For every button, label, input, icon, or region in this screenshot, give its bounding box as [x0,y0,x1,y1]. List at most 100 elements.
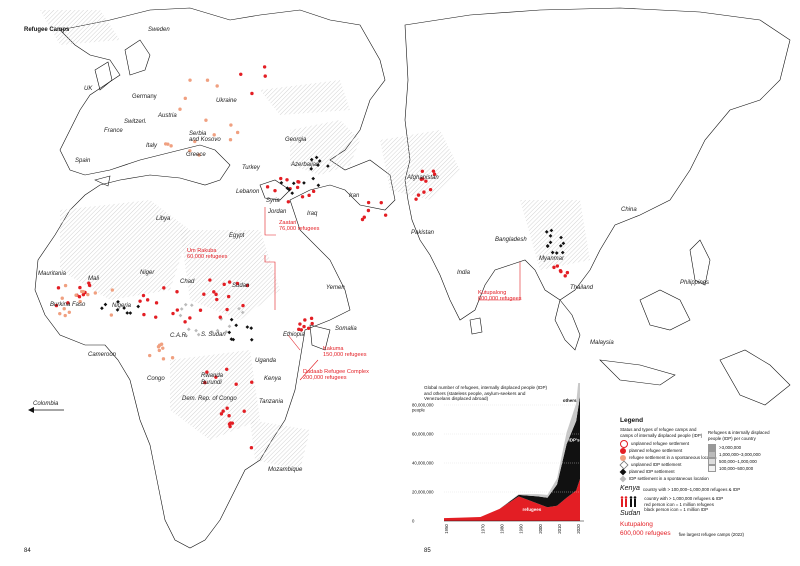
camp-marker [234,323,239,328]
label-ethiopia: Ethiopia [283,332,305,338]
label-yemen: Yemen [326,285,345,291]
label-iraq: Iraq [307,211,318,217]
legend-item-planned-idp: planned IDP settlement [619,468,744,476]
chart-title: Global number of refugees, internally di… [424,385,548,401]
camp-marker [175,290,179,294]
x-tick-label: 2020 [576,524,581,534]
label-myanmar: Myanmar [539,256,565,262]
camp-marker [115,308,120,312]
camp-marker [214,292,218,297]
camp-marker [234,382,238,386]
label-niger: Niger [140,270,155,276]
camp-marker [169,144,173,148]
camp-marker [362,215,366,219]
label-car: C.A.R. [170,333,188,339]
camp-marker [188,149,192,153]
label-lebanon: Lebanon [236,189,260,195]
legend: Legend Status and types of refugee camps… [619,417,744,538]
camp-marker [303,318,307,322]
label-azerbaijan: Azerbaijan [291,162,320,168]
camp-marker [189,303,194,308]
label-india: India [457,270,471,276]
label-drc: Dem. Rep. of Congo [182,396,237,402]
legend-item-unplanned-refugee: unplanned refugee settlement [620,439,744,448]
camp-marker [265,185,270,189]
camp-marker [228,424,232,429]
legend-title: Legend [620,417,644,424]
label-libya: Libya [156,216,171,222]
spontaneous-idp-icon [619,475,627,483]
camp-marker [279,180,284,185]
camp-marker [229,317,234,322]
camp-marker [227,330,232,335]
camp-marker [122,306,126,310]
label-tanzania: Tanzania [259,399,284,405]
legend-item-planned-refugee: planned refugee settlement [620,447,744,454]
camp-marker [161,346,165,350]
camp-marker [235,281,240,286]
camp-marker [77,295,82,299]
camp-marker [299,328,304,332]
camp-marker [205,370,209,374]
scale-item-1: >3,000,000 [708,444,770,451]
camp-marker [208,278,212,282]
series-label: refugees [523,507,542,512]
camp-marker [549,228,554,233]
label-turkey: Turkey [242,165,260,171]
camp-marker [194,328,198,333]
x-tick-label: 2010 [557,524,562,534]
camp-marker [245,325,250,329]
camp-marker [229,123,233,127]
camp-marker [565,270,570,275]
camp-marker [145,298,150,302]
legend-left-header: Status and types of refugee camps and ca… [620,427,703,438]
camp-marker [184,333,189,338]
camp-marker [193,139,197,144]
scale-item-4: 100,000–500,000 [708,465,770,472]
label-burundi: Burundi [201,380,222,386]
planned-idp-icon [619,468,627,476]
callout-um-rakuba: Um Rakuba 60,000 refugees [187,248,228,261]
camp-marker [424,179,428,183]
label-austria: Austria [158,113,177,119]
camp-marker [204,118,208,122]
camp-marker [110,288,115,292]
x-tick-label: 1950 [444,524,449,534]
label-congo: Congo [147,376,165,382]
camp-marker [250,380,254,384]
person-icons [620,496,637,508]
y-tick-label: 80,000,000 [412,403,434,408]
camp-marker [311,189,316,194]
y-tick-label: 20,000,000 [412,490,434,495]
camp-marker [125,311,130,315]
country-shading [40,10,590,470]
camp-marker [300,195,305,199]
callout-kakuma: Kakuma 150,000 refugees [323,346,367,359]
label-serbia: Serbia and Kosovo [189,131,221,144]
label-spain: Spain [75,158,91,164]
camp-marker [242,409,246,413]
camp-marker [74,293,78,297]
camp-marker [414,197,418,201]
camp-marker [227,414,231,418]
label-ssudan: S. Sudan [201,332,226,338]
x-tick-label: 1980 [500,524,505,534]
label-france: France [104,128,123,134]
series-area-idps [444,396,580,519]
spontaneous-refugee-icon [620,454,626,461]
camp-marker [67,310,72,314]
camp-marker [307,193,311,198]
camp-marker [287,187,292,192]
label-mauritania: Mauritania [38,271,67,277]
camp-marker [109,313,114,317]
camp-marker [179,307,184,311]
camp-marker [212,133,216,137]
camp-marker [316,183,321,188]
label-ukraine: Ukraine [216,98,237,104]
camp-marker [226,294,231,299]
camp-marker [100,306,104,311]
camp-marker [297,180,301,184]
camp-marker [214,375,218,379]
